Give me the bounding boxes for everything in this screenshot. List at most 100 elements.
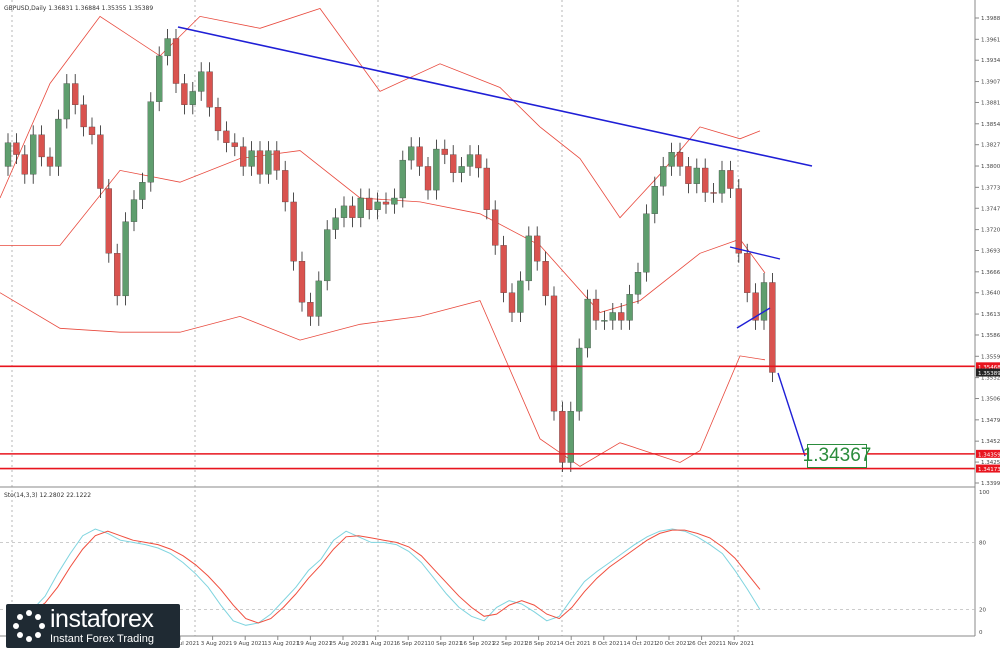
- candle-body: [332, 217, 339, 230]
- logo-subtitle: Instant Forex Trading: [50, 633, 154, 645]
- candle-body: [660, 166, 667, 187]
- candle-body: [105, 188, 112, 254]
- bollinger-lower: [0, 292, 766, 467]
- candle-body: [450, 154, 457, 173]
- price-label: 1.34359: [978, 452, 1000, 458]
- x-tick-label: 9 Aug 2021: [233, 641, 265, 647]
- candle-body: [492, 209, 499, 246]
- candle-body: [466, 154, 474, 167]
- candle-body: [525, 235, 532, 282]
- candle-body: [424, 166, 432, 191]
- candle-body: [324, 229, 331, 282]
- x-tick-label: 29 Jul 2021: [168, 641, 199, 647]
- y-tick-label: 1.37470: [981, 206, 1000, 212]
- stochastic-main-line: [19, 528, 761, 626]
- candle-body: [584, 298, 591, 349]
- y-tick-label: 1.36935: [981, 249, 1000, 255]
- price-label-bg: [976, 362, 1000, 371]
- y-tick-label: 1.39610: [981, 37, 1000, 43]
- x-tick-label: 25 Aug 2021: [329, 641, 364, 647]
- candle-body: [181, 83, 188, 105]
- candle-body: [88, 126, 96, 135]
- candle-body: [651, 186, 658, 214]
- candle-body: [63, 83, 70, 120]
- x-tick-label: 20 Oct 2021: [656, 641, 690, 647]
- candle-body: [240, 146, 247, 167]
- x-tick-label: 6 Sep 2021: [397, 641, 428, 647]
- candle-body: [441, 148, 448, 155]
- candle-body: [55, 118, 62, 167]
- candle-body: [30, 134, 37, 175]
- candle-body: [685, 166, 692, 184]
- candle-body: [139, 182, 146, 200]
- x-tick-label: 10 Sep 2021: [427, 641, 462, 647]
- x-tick-label: 16 Sep 2021: [460, 641, 495, 647]
- stochastic-signal-line: [19, 529, 761, 624]
- y-tick-label: 1.38540: [981, 122, 1000, 128]
- y-tick-label: 1.39880: [981, 16, 1000, 22]
- y-tick-label: 1.36130: [981, 312, 1000, 318]
- candle-body: [114, 253, 121, 297]
- candle-body: [340, 205, 348, 218]
- logo-icon: [13, 610, 45, 642]
- candle-body: [483, 167, 490, 210]
- x-tick-label: 13 Aug 2021: [264, 641, 299, 647]
- candle-body: [290, 201, 297, 262]
- candle-body: [408, 146, 415, 161]
- candle-body: [760, 282, 768, 321]
- ohlc-header: GBPUSD,Daily 1.36831 1.36884 1.35355 1.3…: [4, 5, 153, 12]
- candle-body: [366, 197, 373, 210]
- candle-body: [122, 221, 129, 297]
- stochastic-tick-label: 80: [979, 540, 986, 546]
- instaforex-logo: instaforex Instant Forex Trading: [6, 604, 180, 648]
- candle-body: [198, 71, 205, 92]
- candle-body: [164, 38, 171, 57]
- candle-body: [206, 71, 213, 108]
- candle-body: [618, 312, 625, 321]
- candle-body: [752, 292, 759, 321]
- candle-body: [282, 170, 289, 203]
- y-tick-label: 1.34255: [981, 460, 1000, 466]
- y-tick-label: 1.35595: [981, 354, 1000, 360]
- stochastic-tick-label: 100: [979, 490, 990, 496]
- candle-body: [214, 107, 222, 132]
- candle-body: [508, 292, 516, 313]
- candle-body: [307, 302, 314, 317]
- x-tick-label: 26 Oct 2021: [689, 641, 723, 647]
- y-tick-label: 1.34790: [981, 418, 1000, 424]
- stochastic-tick-label: 20: [979, 608, 986, 614]
- stochastic-title: Sto(14,3,3) 12.2802 22.1222: [4, 492, 91, 499]
- y-tick-label: 1.33990: [981, 481, 1000, 487]
- candle-body: [693, 167, 700, 184]
- candle-body: [458, 166, 465, 173]
- price-label: 1.35389: [978, 371, 1000, 377]
- candle-body: [172, 38, 180, 84]
- candle-body: [13, 142, 20, 155]
- candle-body: [609, 312, 616, 321]
- candle-body: [256, 150, 264, 175]
- candle-body: [702, 167, 709, 193]
- x-tick-label: 3 Aug 2021: [201, 641, 233, 647]
- x-tick-label: 19 Aug 2021: [297, 641, 332, 647]
- y-tick-label: 1.39345: [981, 58, 1000, 64]
- candle-body: [156, 55, 163, 102]
- price-label: 1.35468: [978, 365, 1000, 371]
- candle-body: [676, 152, 684, 167]
- y-tick-label: 1.37735: [981, 185, 1000, 191]
- candle-body: [4, 142, 12, 167]
- candle-body: [46, 156, 54, 167]
- candle-body: [391, 197, 398, 205]
- y-tick-label: 1.39075: [981, 80, 1000, 86]
- candle-body: [517, 280, 524, 313]
- candle-body: [735, 188, 742, 254]
- candle-body: [710, 192, 717, 194]
- x-tick-label: 22 Sep 2021: [493, 641, 528, 647]
- candle-body: [634, 272, 642, 295]
- bollinger-middle: [0, 150, 766, 313]
- candle-body: [357, 197, 364, 218]
- stochastic-tick-label: 0: [979, 630, 983, 636]
- y-tick-label: 1.38275: [981, 143, 1000, 149]
- y-tick-label: 1.38005: [981, 164, 1000, 170]
- price-label-bg: [976, 464, 1000, 473]
